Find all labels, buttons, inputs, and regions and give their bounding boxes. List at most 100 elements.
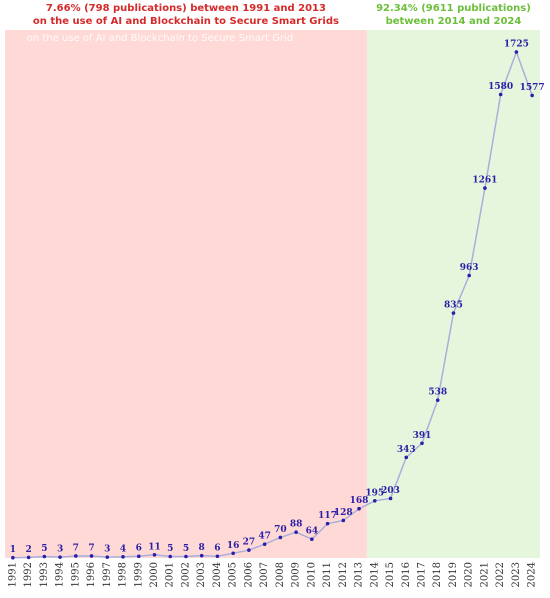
data-label: 1577 — [520, 83, 545, 93]
data-label: 6 — [214, 544, 220, 554]
x-tick-label: 1996 — [86, 562, 97, 587]
marker — [435, 398, 440, 402]
marker — [121, 555, 125, 559]
x-tick-label: 1999 — [133, 562, 144, 587]
data-label: 538 — [428, 388, 447, 398]
x-tick-label: 2017 — [416, 562, 427, 587]
marker — [136, 554, 141, 559]
data-label: 27 — [243, 538, 256, 548]
marker — [388, 496, 393, 501]
x-tick-label: 2024 — [527, 562, 538, 587]
x-tick-label: 2011 — [322, 562, 333, 587]
marker — [325, 521, 330, 526]
data-label: 168 — [350, 496, 369, 506]
data-label: 195 — [365, 488, 384, 498]
marker — [89, 554, 94, 558]
x-tick-label: 2005 — [228, 562, 239, 587]
x-tick-label: 1995 — [70, 562, 81, 587]
data-label: 343 — [397, 445, 416, 455]
x-tick-label: 2004 — [212, 562, 223, 587]
marker — [74, 554, 78, 558]
marker — [278, 535, 283, 540]
data-label: 203 — [381, 486, 400, 496]
marker — [247, 548, 251, 552]
marker — [231, 551, 235, 556]
data-label: 1580 — [488, 82, 513, 92]
x-tick-label: 2016 — [401, 562, 412, 587]
data-label: 5 — [167, 544, 173, 554]
x-tick-label: 2009 — [291, 562, 302, 587]
marker — [372, 499, 377, 503]
data-label: 835 — [444, 301, 463, 311]
x-tick-label: 2002 — [180, 562, 191, 587]
x-tick-label: 2007 — [259, 562, 270, 587]
x-tick-label: 2000 — [149, 562, 160, 587]
region-annotation: 7.66% (798 publications) between 1991 an… — [46, 3, 326, 14]
x-tick-label: 2010 — [306, 562, 317, 587]
watermark: on the use of AI and Blockchain to Secur… — [27, 33, 293, 44]
data-label: 7 — [88, 543, 94, 553]
data-label: 64 — [306, 527, 319, 537]
marker — [152, 552, 157, 557]
data-label: 1 — [10, 545, 16, 555]
x-tick-label: 2023 — [511, 562, 522, 587]
marker — [404, 455, 409, 460]
region — [5, 30, 367, 558]
data-label: 70 — [274, 525, 287, 535]
data-label: 117 — [318, 511, 337, 521]
region-annotation: 92.34% (9611 publications) — [376, 3, 531, 14]
marker — [483, 186, 487, 190]
data-label: 3 — [57, 545, 63, 555]
x-tick-label: 2022 — [495, 562, 506, 587]
marker — [294, 530, 298, 534]
marker — [498, 92, 503, 97]
data-label: 7 — [73, 543, 79, 553]
data-label: 6 — [136, 544, 142, 554]
x-tick-label: 1991 — [7, 562, 18, 587]
x-tick-label: 2012 — [338, 562, 349, 587]
data-label: 4 — [120, 544, 126, 554]
x-tick-label: 2006 — [243, 562, 254, 587]
marker — [105, 555, 110, 559]
marker — [262, 542, 267, 547]
data-label: 3 — [104, 545, 110, 555]
region — [366, 30, 540, 558]
marker — [11, 555, 15, 560]
marker — [341, 518, 346, 523]
marker — [58, 555, 62, 559]
x-tick-label: 2019 — [448, 562, 459, 587]
data-label: 8 — [199, 543, 205, 553]
marker — [26, 555, 31, 560]
marker — [530, 93, 534, 98]
x-tick-label: 2014 — [369, 562, 380, 587]
data-label: 2 — [25, 545, 31, 555]
line — [12, 49, 533, 559]
marker — [514, 50, 519, 54]
x-tick-label: 2015 — [385, 562, 396, 587]
region-annotation: on the use of AI and Blockchain to Secur… — [33, 16, 339, 27]
marker — [168, 554, 173, 559]
data-label: 963 — [460, 263, 479, 273]
x-tick-label: 2018 — [432, 562, 443, 587]
x-tick-label: 2001 — [165, 562, 176, 587]
x-tick-label: 2003 — [196, 562, 207, 587]
x-tick-label: 1997 — [102, 562, 113, 587]
x-tick-label: 2021 — [479, 562, 490, 587]
data-label: 1261 — [472, 176, 497, 186]
data-label: 391 — [413, 431, 432, 441]
data-label: 128 — [334, 508, 353, 518]
data-label: 5 — [183, 544, 189, 554]
data-label: 88 — [290, 520, 303, 530]
data-label: 1725 — [504, 40, 529, 50]
marker — [310, 537, 314, 542]
marker — [357, 506, 361, 511]
marker — [451, 311, 456, 315]
x-tick-label: 1992 — [23, 562, 34, 587]
data-label: 11 — [148, 542, 161, 552]
marker — [467, 273, 471, 278]
marker — [215, 554, 220, 559]
data-label: 47 — [258, 532, 271, 542]
x-tick-label: 1998 — [118, 562, 129, 587]
x-tick-label: 1994 — [55, 562, 66, 587]
